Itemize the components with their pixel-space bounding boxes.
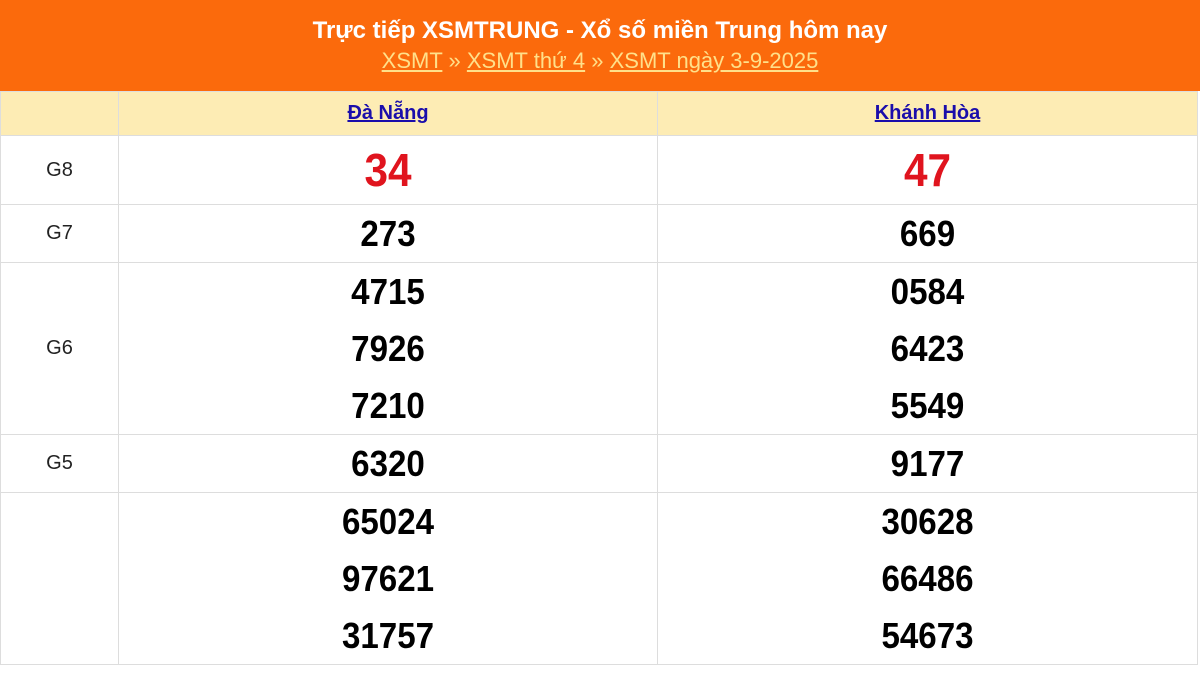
page-header: Trực tiếp XSMTRUNG - Xổ số miền Trung hô… <box>0 0 1200 91</box>
prize-label <box>0 492 119 665</box>
result-cell: 6320 <box>118 434 658 493</box>
result-number: 4715 <box>351 271 425 312</box>
results-table: Đà Nẵng Khánh Hòa G8 34 47 G7 273 669 G6 4715 79… <box>0 91 1198 665</box>
prize-label: G7 <box>0 204 119 263</box>
prize-label: G6 <box>0 262 119 435</box>
result-cell: 34 <box>118 135 658 205</box>
prize-row: G7 273 669 <box>0 204 1198 263</box>
result-number: 0584 <box>890 271 965 312</box>
province-header-row: Đà Nẵng Khánh Hòa <box>0 91 1198 136</box>
page-title: Trực tiếp XSMTRUNG - Xổ số miền Trung hô… <box>312 17 888 44</box>
result-number: 47 <box>903 144 952 196</box>
prize-label: G8 <box>0 135 119 205</box>
prize-label: G5 <box>0 434 119 493</box>
prize-row: 65024 97621 31757 30628 66486 54673 <box>0 492 1198 665</box>
result-number: 9177 <box>890 443 965 484</box>
breadcrumb: XSMT » XSMT thứ 4 » XSMT ngày 3-9-2025 <box>0 46 1200 76</box>
result-number: 97621 <box>341 558 435 599</box>
result-number: 5549 <box>890 385 965 426</box>
result-number: 65024 <box>341 501 435 542</box>
result-number: 6423 <box>890 328 965 369</box>
breadcrumb-xsmt-thu-4[interactable]: XSMT thứ 4 <box>466 48 586 73</box>
result-number: 54673 <box>881 615 974 656</box>
breadcrumb-xsmt[interactable]: XSMT <box>381 48 443 73</box>
result-cell: 669 <box>657 204 1198 263</box>
result-cell: 4715 7926 7210 <box>118 262 658 435</box>
result-number: 669 <box>899 213 956 254</box>
result-number: 7210 <box>351 385 425 426</box>
prize-row: G8 34 47 <box>0 135 1198 205</box>
breadcrumb-xsmt-date[interactable]: XSMT ngày 3-9-2025 <box>609 48 819 73</box>
result-cell: 47 <box>657 135 1198 205</box>
result-cell: 9177 <box>657 434 1198 493</box>
result-cell: 30628 66486 54673 <box>657 492 1198 665</box>
province-link-da-nang[interactable]: Đà Nẵng <box>347 102 429 124</box>
prize-row: G5 6320 9177 <box>0 434 1198 493</box>
result-number: 7926 <box>351 328 425 369</box>
result-number: 66486 <box>881 558 974 599</box>
result-cell: 65024 97621 31757 <box>118 492 658 665</box>
result-number: 34 <box>364 144 412 196</box>
breadcrumb-separator: » <box>448 48 461 73</box>
result-number: 31757 <box>341 615 435 656</box>
prize-row: G6 4715 7926 7210 0584 6423 5549 <box>0 262 1198 435</box>
result-cell: 0584 6423 5549 <box>657 262 1198 435</box>
result-cell: 273 <box>118 204 658 263</box>
province-link-khanh-hoa[interactable]: Khánh Hòa <box>874 102 981 124</box>
result-number: 273 <box>360 213 416 254</box>
breadcrumb-separator: » <box>591 48 604 73</box>
empty-header-cell <box>0 91 119 136</box>
result-number: 6320 <box>351 443 425 484</box>
result-number: 30628 <box>881 501 974 542</box>
